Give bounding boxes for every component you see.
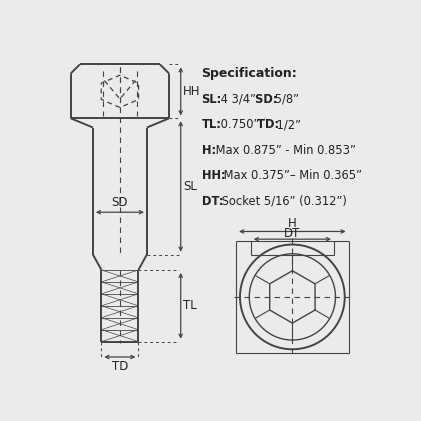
Text: TL:: TL: bbox=[202, 118, 221, 131]
Text: 1/2”: 1/2” bbox=[273, 118, 301, 131]
Text: Specification:: Specification: bbox=[202, 67, 297, 80]
Text: H:: H: bbox=[202, 144, 216, 157]
Text: TL: TL bbox=[183, 299, 197, 312]
Text: HH:: HH: bbox=[202, 169, 225, 182]
Text: Socket 5/16” (0.312”): Socket 5/16” (0.312”) bbox=[218, 195, 347, 208]
Text: SL: SL bbox=[183, 180, 197, 193]
Text: 0.750”: 0.750” bbox=[217, 118, 259, 131]
Text: SD: SD bbox=[112, 197, 128, 210]
Text: 5/8”: 5/8” bbox=[271, 93, 298, 106]
Text: HH: HH bbox=[183, 85, 200, 98]
Text: Max 0.875” - Min 0.853”: Max 0.875” - Min 0.853” bbox=[212, 144, 356, 157]
Text: 4 3/4”: 4 3/4” bbox=[217, 93, 256, 106]
Text: H: H bbox=[288, 217, 297, 230]
Text: DT: DT bbox=[284, 226, 301, 240]
Text: TD:: TD: bbox=[250, 118, 280, 131]
Text: DT:: DT: bbox=[202, 195, 223, 208]
Text: SL:: SL: bbox=[202, 93, 222, 106]
Text: SD:: SD: bbox=[247, 93, 277, 106]
Text: Max 0.375”– Min 0.365”: Max 0.375”– Min 0.365” bbox=[220, 169, 362, 182]
Text: TD: TD bbox=[112, 360, 128, 373]
